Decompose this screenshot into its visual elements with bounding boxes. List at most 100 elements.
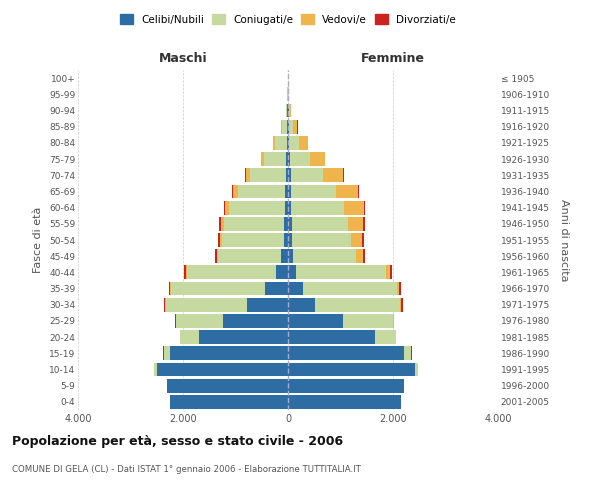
Bar xyxy=(289,120,293,134)
Y-axis label: Anni di nascita: Anni di nascita xyxy=(559,198,569,281)
Bar xyxy=(187,266,276,280)
Bar xyxy=(288,217,292,230)
Bar xyxy=(219,217,221,230)
Bar xyxy=(250,168,286,182)
Bar xyxy=(217,250,218,263)
Text: Popolazione per età, sesso e stato civile - 2006: Popolazione per età, sesso e stato civil… xyxy=(12,435,343,448)
Bar xyxy=(215,250,217,263)
Bar xyxy=(288,233,292,247)
Bar xyxy=(225,200,229,214)
Bar xyxy=(400,282,401,296)
Bar xyxy=(323,168,343,182)
Bar xyxy=(284,217,288,230)
Bar xyxy=(288,266,296,280)
Bar xyxy=(415,362,418,376)
Bar xyxy=(288,168,290,182)
Bar xyxy=(288,362,415,376)
Bar xyxy=(281,250,288,263)
Bar xyxy=(218,233,220,247)
Bar xyxy=(171,282,265,296)
Bar xyxy=(232,184,233,198)
Bar xyxy=(310,152,325,166)
Bar xyxy=(356,250,363,263)
Bar xyxy=(287,120,288,134)
Bar xyxy=(288,200,292,214)
Bar xyxy=(220,233,222,247)
Bar xyxy=(246,168,250,182)
Bar xyxy=(363,217,365,230)
Bar xyxy=(316,298,400,312)
Bar xyxy=(386,266,390,280)
Bar xyxy=(222,233,284,247)
Bar xyxy=(284,233,288,247)
Bar xyxy=(154,362,157,376)
Bar xyxy=(351,233,361,247)
Bar xyxy=(167,379,288,392)
Bar xyxy=(170,346,288,360)
Bar xyxy=(286,168,288,182)
Bar xyxy=(293,120,298,134)
Bar xyxy=(344,200,364,214)
Bar xyxy=(164,298,166,312)
Bar xyxy=(157,362,288,376)
Bar xyxy=(288,184,291,198)
Bar xyxy=(166,298,247,312)
Bar xyxy=(186,266,187,280)
Bar xyxy=(290,168,323,182)
Bar xyxy=(400,298,401,312)
Bar xyxy=(286,104,287,118)
Bar xyxy=(265,282,288,296)
Bar xyxy=(404,346,412,360)
Bar xyxy=(288,120,289,134)
Bar xyxy=(273,136,275,149)
Bar xyxy=(229,200,284,214)
Bar xyxy=(218,250,281,263)
Bar xyxy=(364,200,365,214)
Bar xyxy=(287,136,288,149)
Bar xyxy=(286,152,288,166)
Bar xyxy=(303,282,397,296)
Bar xyxy=(223,314,288,328)
Bar xyxy=(290,152,310,166)
Text: COMUNE DI GELA (CL) - Dati ISTAT 1° gennaio 2006 - Elaborazione TUTTITALIA.IT: COMUNE DI GELA (CL) - Dati ISTAT 1° genn… xyxy=(12,465,361,474)
Bar xyxy=(288,395,401,409)
Bar xyxy=(276,266,288,280)
Bar xyxy=(361,233,364,247)
Bar xyxy=(288,136,289,149)
Bar xyxy=(289,136,299,149)
Bar xyxy=(288,330,374,344)
Bar xyxy=(170,395,288,409)
Legend: Celibi/Nubili, Coniugati/e, Vedovi/e, Divorziati/e: Celibi/Nubili, Coniugati/e, Vedovi/e, Di… xyxy=(116,10,460,29)
Bar xyxy=(290,104,292,118)
Bar xyxy=(397,282,400,296)
Bar xyxy=(184,266,186,280)
Bar xyxy=(285,184,288,198)
Bar xyxy=(261,152,265,166)
Bar xyxy=(363,250,365,263)
Bar xyxy=(282,120,287,134)
Text: Femmine: Femmine xyxy=(361,52,425,65)
Bar xyxy=(288,152,290,166)
Bar xyxy=(247,298,288,312)
Bar xyxy=(224,217,284,230)
Bar xyxy=(288,298,316,312)
Bar xyxy=(401,298,403,312)
Bar xyxy=(336,184,358,198)
Bar xyxy=(293,250,356,263)
Bar xyxy=(288,250,293,263)
Bar xyxy=(289,104,290,118)
Bar xyxy=(265,152,286,166)
Bar xyxy=(284,200,288,214)
Bar xyxy=(281,120,282,134)
Bar xyxy=(224,200,225,214)
Bar xyxy=(238,184,285,198)
Bar xyxy=(233,184,238,198)
Bar xyxy=(288,346,404,360)
Bar xyxy=(288,282,303,296)
Bar xyxy=(288,314,343,328)
Y-axis label: Fasce di età: Fasce di età xyxy=(34,207,43,273)
Text: Maschi: Maschi xyxy=(158,52,208,65)
Bar xyxy=(288,379,404,392)
Bar xyxy=(374,330,395,344)
Bar xyxy=(349,217,363,230)
